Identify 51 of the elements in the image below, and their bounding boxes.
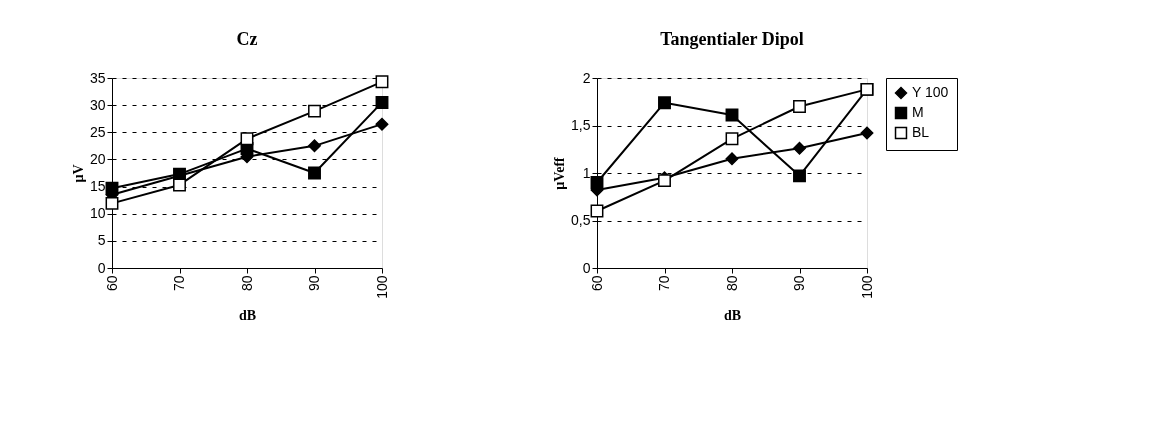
point	[308, 166, 321, 180]
y-tick-label: 30	[89, 96, 106, 113]
x-tick-label: 60	[103, 275, 120, 292]
point	[793, 169, 806, 183]
point	[240, 132, 254, 146]
y-tick-label: 0	[97, 259, 106, 276]
y-tick-label: 15	[89, 178, 106, 195]
point	[308, 104, 321, 118]
chart-title: Tangentialer Dipol	[660, 29, 804, 49]
x-tick-label: 100	[373, 275, 390, 299]
point	[793, 141, 806, 155]
point	[725, 108, 739, 122]
point	[375, 75, 389, 89]
point	[105, 196, 119, 210]
x-tick-label: 90	[791, 275, 807, 292]
x-tick-label: 70	[171, 275, 187, 292]
x-tick-label: 60	[588, 275, 605, 292]
y-tick-label: 20	[89, 150, 106, 167]
point	[375, 117, 389, 131]
point	[658, 96, 671, 110]
y-tick-label: 10	[89, 205, 106, 222]
point	[375, 95, 389, 109]
x-tick-label: 90	[306, 275, 322, 292]
point	[308, 139, 321, 153]
y-tick-label: 0	[582, 259, 591, 276]
x-tick-label: 70	[656, 275, 672, 292]
legend-label: Y 100	[912, 84, 949, 100]
x-tick-label: 80	[238, 275, 255, 292]
y-axis-title: µV	[70, 164, 86, 183]
x-axis-title: dB	[238, 307, 257, 323]
x-tick-label: 80	[723, 275, 740, 292]
y-tick-label: 35	[89, 69, 106, 86]
y-tick-label: 5	[97, 232, 106, 249]
y-axis-title: µVeff	[552, 156, 568, 190]
y-tick-label: 2	[582, 69, 591, 86]
y-tick-label: 1,5	[571, 117, 591, 133]
legend-label: M	[912, 104, 924, 120]
y-tick-label: 25	[89, 123, 106, 140]
legend-label: BL	[912, 124, 930, 140]
point	[725, 132, 739, 146]
point	[173, 178, 186, 192]
x-tick-label: 100	[858, 275, 875, 299]
chart-title: Cz	[236, 29, 258, 49]
point	[725, 152, 739, 166]
y-tick-label: 0,5	[571, 212, 591, 228]
point	[793, 100, 806, 113]
point	[860, 126, 874, 140]
point	[105, 181, 119, 195]
point	[590, 176, 604, 189]
x-axis-title: dB	[723, 307, 742, 323]
y-tick-label: 1	[582, 164, 591, 181]
